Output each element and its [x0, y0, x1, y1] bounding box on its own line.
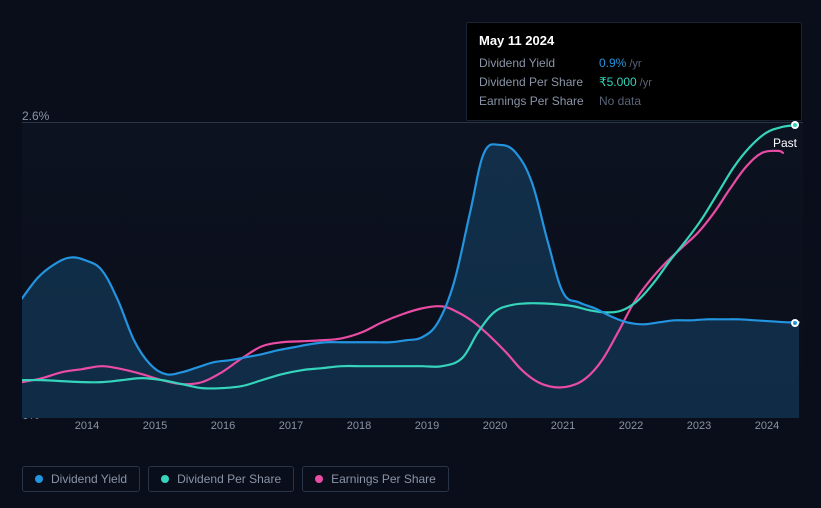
chart-tooltip: May 11 2024 Dividend Yield0.9%/yrDividen… [466, 22, 802, 121]
legend-item[interactable]: Earnings Per Share [302, 466, 449, 492]
x-axis-tick: 2020 [483, 420, 507, 432]
tooltip-row: Earnings Per ShareNo data [479, 92, 789, 110]
dividend_yield-marker [791, 319, 799, 327]
legend-label: Earnings Per Share [331, 472, 436, 486]
dividend_per_share-marker [791, 121, 799, 129]
x-axis-tick: 2019 [415, 420, 439, 432]
legend-item[interactable]: Dividend Per Share [148, 466, 294, 492]
legend-dot-icon [35, 475, 43, 483]
x-axis-tick: 2014 [75, 420, 99, 432]
tooltip-metric-label: Dividend Per Share [479, 73, 599, 92]
x-axis-tick: 2021 [551, 420, 575, 432]
y-axis-max: 2.6% [22, 109, 49, 123]
chart-legend: Dividend Yield Dividend Per Share Earnings… [22, 466, 449, 492]
tooltip-metric-value: ₹5.000 [599, 73, 637, 91]
past-label: Past [773, 136, 797, 150]
x-axis-tick: 2022 [619, 420, 643, 432]
chart-plot-area[interactable] [22, 122, 803, 418]
x-axis-tick: 2017 [279, 420, 303, 432]
legend-label: Dividend Per Share [177, 472, 281, 486]
legend-dot-icon [315, 475, 323, 483]
legend-label: Dividend Yield [51, 472, 127, 486]
tooltip-date: May 11 2024 [479, 33, 789, 48]
tooltip-metric-unit: /yr [640, 74, 652, 92]
legend-item[interactable]: Dividend Yield [22, 466, 140, 492]
x-axis-tick: 2018 [347, 420, 371, 432]
dividend_yield-area [22, 144, 799, 418]
tooltip-row: Dividend Yield0.9%/yr [479, 54, 789, 73]
tooltip-nodata: No data [599, 92, 641, 110]
x-axis-tick: 2024 [755, 420, 779, 432]
tooltip-metric-unit: /yr [629, 55, 641, 73]
x-axis-tick: 2016 [211, 420, 235, 432]
tooltip-metric-value: 0.9% [599, 54, 626, 72]
x-axis-tick: 2023 [687, 420, 711, 432]
legend-dot-icon [161, 475, 169, 483]
tooltip-metric-label: Dividend Yield [479, 54, 599, 73]
tooltip-metric-label: Earnings Per Share [479, 92, 599, 110]
tooltip-row: Dividend Per Share₹5.000/yr [479, 73, 789, 92]
x-axis-tick: 2015 [143, 420, 167, 432]
